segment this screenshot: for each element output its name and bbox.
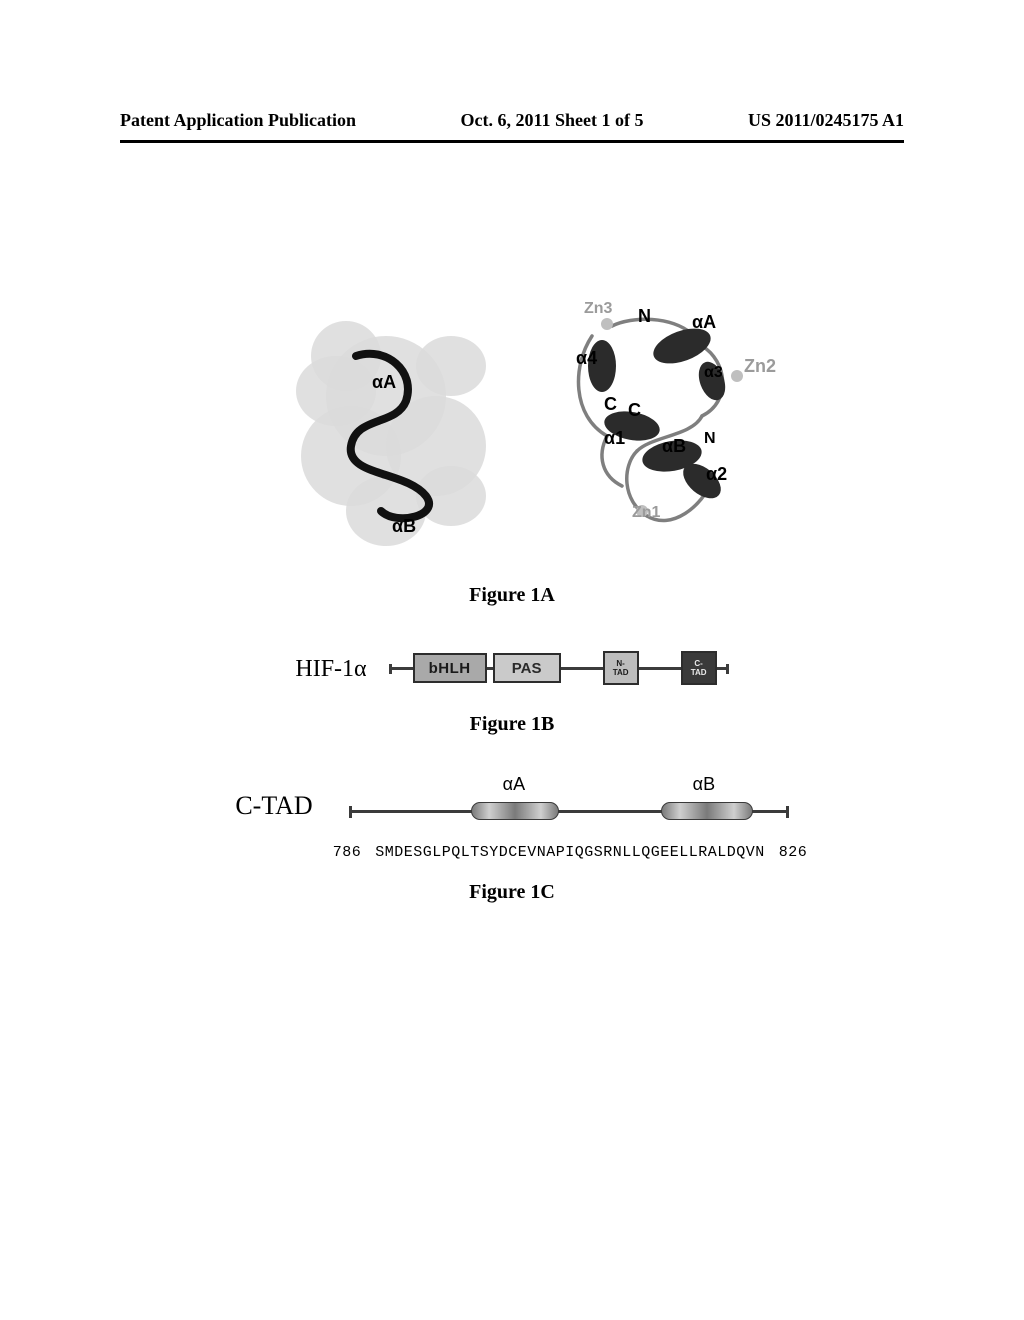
sequence-start: 786 bbox=[333, 844, 362, 861]
domain-diagram: bHLH PAS N- TAD C- TAD bbox=[389, 649, 729, 689]
domain-ntad: N- TAD bbox=[603, 651, 639, 685]
label-alpha2: α2 bbox=[706, 464, 727, 485]
ctad-label: C-TAD bbox=[235, 791, 312, 821]
figure-1b-caption: Figure 1B bbox=[470, 713, 555, 736]
ctad-helix-label-aA: αA bbox=[503, 774, 525, 795]
header-left: Patent Application Publication bbox=[120, 110, 356, 131]
label-N-right: N bbox=[704, 430, 716, 448]
domain-ntad-bot: TAD bbox=[613, 668, 629, 677]
label-zn1: Zn1 bbox=[632, 504, 660, 522]
label-alpha3: α3 bbox=[704, 364, 723, 382]
domain-ctad: C- TAD bbox=[681, 651, 717, 685]
domain-ntad-top: N- bbox=[616, 659, 624, 668]
ctad-helix-aA bbox=[471, 802, 559, 820]
domain-bhlh: bHLH bbox=[413, 653, 487, 683]
label-alphaB-left: αB bbox=[392, 516, 416, 537]
figure-1c-top: C-TAD αA αB bbox=[235, 778, 788, 834]
figure-1a-caption: Figure 1A bbox=[469, 584, 555, 607]
protein-surface: αA αB bbox=[296, 316, 496, 536]
figure-1b: HIF-1α bHLH PAS N- TAD C- TAD bbox=[295, 649, 728, 689]
page-header: Patent Application Publication Oct. 6, 2… bbox=[120, 110, 904, 131]
domain-pas: PAS bbox=[493, 653, 561, 683]
header-rule bbox=[120, 140, 904, 143]
header-center: Oct. 6, 2011 Sheet 1 of 5 bbox=[461, 110, 644, 131]
label-zn3: Zn3 bbox=[584, 300, 612, 318]
figure-1c-caption: Figure 1C bbox=[469, 881, 555, 904]
label-alpha1: α1 bbox=[604, 428, 625, 449]
label-C1: C bbox=[604, 394, 617, 415]
label-alphaA-left: αA bbox=[372, 372, 396, 393]
label-C2: C bbox=[628, 400, 641, 421]
figure-1a: αA αB bbox=[252, 300, 772, 560]
helix-worm bbox=[296, 316, 496, 536]
label-alphaA: αA bbox=[692, 312, 716, 333]
page: Patent Application Publication Oct. 6, 2… bbox=[0, 0, 1024, 1320]
ctad-diagram: αA αB bbox=[349, 778, 789, 834]
figures-container: αA αB bbox=[0, 300, 1024, 946]
sequence-end: 826 bbox=[779, 844, 808, 861]
domain-ctad-top: C- bbox=[694, 659, 702, 668]
label-alpha4: α4 bbox=[576, 348, 597, 369]
figure-1c: C-TAD αA αB 786SMDESGLPQLTSYDCEVNAPIQGSR… bbox=[217, 778, 808, 861]
ctad-helix-label-aB: αB bbox=[693, 774, 715, 795]
ctad-helix-aB bbox=[661, 802, 753, 820]
header-right: US 2011/0245175 A1 bbox=[748, 110, 904, 131]
sequence-text: SMDESGLPQLTSYDCEVNAPIQGSRNLLQGEELLRALDQV… bbox=[361, 844, 779, 861]
label-zn2: Zn2 bbox=[744, 356, 776, 377]
domain-ctad-bot: TAD bbox=[691, 668, 707, 677]
label-N: N bbox=[638, 306, 651, 327]
label-alphaB: αB bbox=[662, 436, 686, 457]
sequence-line: 786SMDESGLPQLTSYDCEVNAPIQGSRNLLQGEELLRAL… bbox=[333, 844, 808, 861]
protein-name-label: HIF-1α bbox=[295, 656, 366, 683]
